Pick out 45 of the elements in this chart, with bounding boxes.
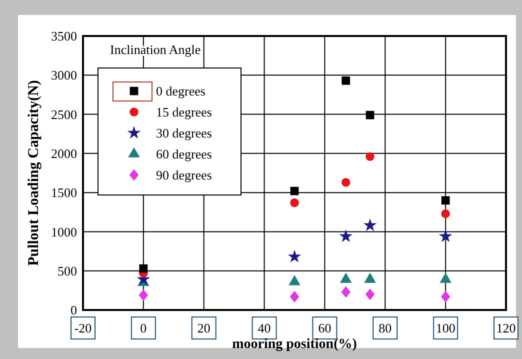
y-tick-label: 2000 xyxy=(51,146,77,161)
point xyxy=(366,152,374,161)
y-tick-label: 1000 xyxy=(51,224,77,240)
legend-label: 60 degrees xyxy=(156,146,212,162)
legend-label: 30 degrees xyxy=(156,126,212,141)
x-tick-label: 0 xyxy=(140,320,147,336)
y-tick-label: 3000 xyxy=(51,68,77,83)
point xyxy=(363,218,377,232)
point xyxy=(339,229,353,242)
point xyxy=(441,196,450,205)
point xyxy=(441,209,450,218)
x-tick-label: 60 xyxy=(318,320,332,336)
x-tick-label: 20 xyxy=(197,320,210,336)
point xyxy=(290,186,299,196)
legend-label: 90 degrees xyxy=(156,168,212,183)
x-tick-label: 120 xyxy=(496,320,516,336)
point xyxy=(341,178,350,187)
legend-label: 15 degrees xyxy=(156,104,212,120)
point xyxy=(342,76,350,85)
y-tick-label: 2500 xyxy=(51,106,77,122)
y-axis-title: Pullout Loading Capacity(N) xyxy=(26,80,42,266)
point xyxy=(438,229,452,242)
point xyxy=(440,272,452,283)
point xyxy=(138,289,148,301)
x-tick-label: -20 xyxy=(74,320,92,336)
y-tick-label: 3500 xyxy=(51,28,77,44)
x-tick-label: 80 xyxy=(378,320,392,336)
point xyxy=(290,198,299,208)
point xyxy=(366,110,374,120)
point xyxy=(365,288,375,300)
point xyxy=(364,272,376,283)
point xyxy=(440,290,450,302)
y-tick-label: 500 xyxy=(58,263,77,278)
point xyxy=(139,264,148,273)
point xyxy=(341,286,350,298)
y-tick-label: 1500 xyxy=(51,185,77,200)
point xyxy=(288,275,300,286)
x-axis-title: mooring position(%) xyxy=(232,337,358,352)
legend-label: 0 degrees xyxy=(156,84,206,99)
point xyxy=(340,272,352,283)
point xyxy=(288,250,302,262)
x-tick-label: 100 xyxy=(436,320,456,336)
y-tick-label: 0 xyxy=(70,302,77,318)
point xyxy=(290,290,300,302)
x-tick-label: 40 xyxy=(258,320,271,336)
